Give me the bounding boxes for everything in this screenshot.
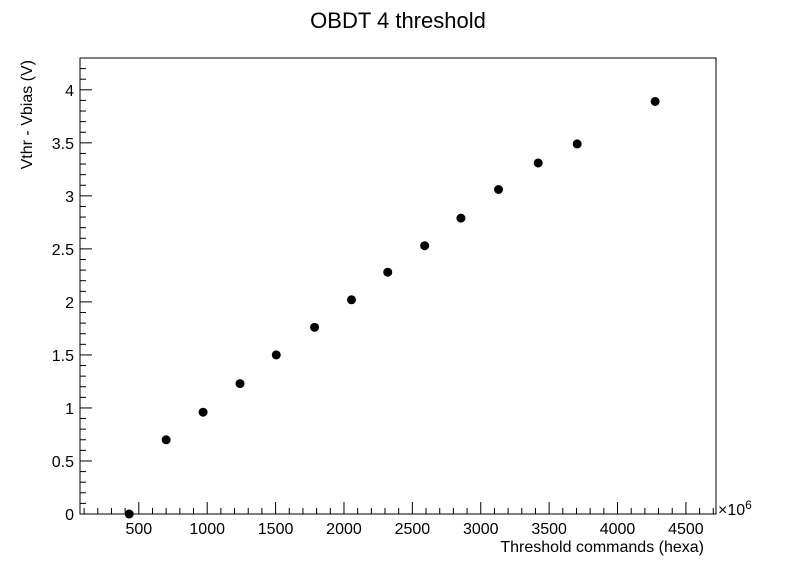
y-tick-label: 3.5 bbox=[52, 136, 74, 153]
data-point bbox=[494, 184, 504, 194]
data-point bbox=[124, 509, 134, 519]
data-point bbox=[456, 213, 466, 223]
y-tick-label: 1 bbox=[65, 401, 74, 418]
x-tick-label: 4500 bbox=[668, 521, 704, 538]
x-tick-label: 2000 bbox=[326, 521, 362, 538]
y-tick-label: 3 bbox=[65, 189, 74, 206]
x-tick-label: 1500 bbox=[258, 521, 294, 538]
y-tick-label: 0 bbox=[65, 507, 74, 524]
y-axis: 0 0.5 1 1.5 2 2.5 3 3.5 4 bbox=[52, 57, 92, 524]
x-tick-label: 1000 bbox=[189, 521, 225, 538]
x-tick-label: 4000 bbox=[600, 521, 636, 538]
y-tick-label: 1.5 bbox=[52, 348, 74, 365]
x-axis: 500 1000 1500 2000 2500 3000 3500 4000 4500 bbox=[83, 502, 714, 538]
y-tick-label: 2.5 bbox=[52, 242, 74, 259]
x-axis-label: Threshold commands (hexa) bbox=[500, 539, 704, 556]
data-point bbox=[271, 350, 281, 360]
data-point bbox=[383, 267, 393, 277]
y-tick-label: 4 bbox=[65, 83, 74, 100]
plot-frame bbox=[79, 57, 717, 515]
x-exponent-base: ×10 bbox=[718, 502, 745, 519]
data-points bbox=[124, 96, 660, 519]
x-tick-label: 3500 bbox=[531, 521, 567, 538]
data-point bbox=[420, 241, 430, 251]
x-axis-exponent: ×106 bbox=[718, 498, 752, 519]
x-tick-label: 500 bbox=[125, 521, 152, 538]
data-point bbox=[533, 158, 543, 168]
x-tick-label: 2500 bbox=[395, 521, 431, 538]
y-tick-label: 2 bbox=[65, 295, 74, 312]
data-point bbox=[346, 295, 356, 305]
chart-title: OBDT 4 threshold bbox=[310, 8, 486, 33]
x-exponent-power: 6 bbox=[745, 498, 752, 512]
data-point bbox=[650, 96, 660, 106]
data-point bbox=[572, 139, 582, 149]
y-tick-label: 0.5 bbox=[52, 454, 74, 471]
data-point bbox=[235, 379, 245, 389]
data-point bbox=[310, 322, 320, 332]
x-tick-label: 3000 bbox=[463, 521, 499, 538]
data-point bbox=[161, 435, 171, 445]
data-point bbox=[198, 407, 208, 417]
y-axis-label: Vthr - Vbias (V) bbox=[19, 60, 36, 169]
